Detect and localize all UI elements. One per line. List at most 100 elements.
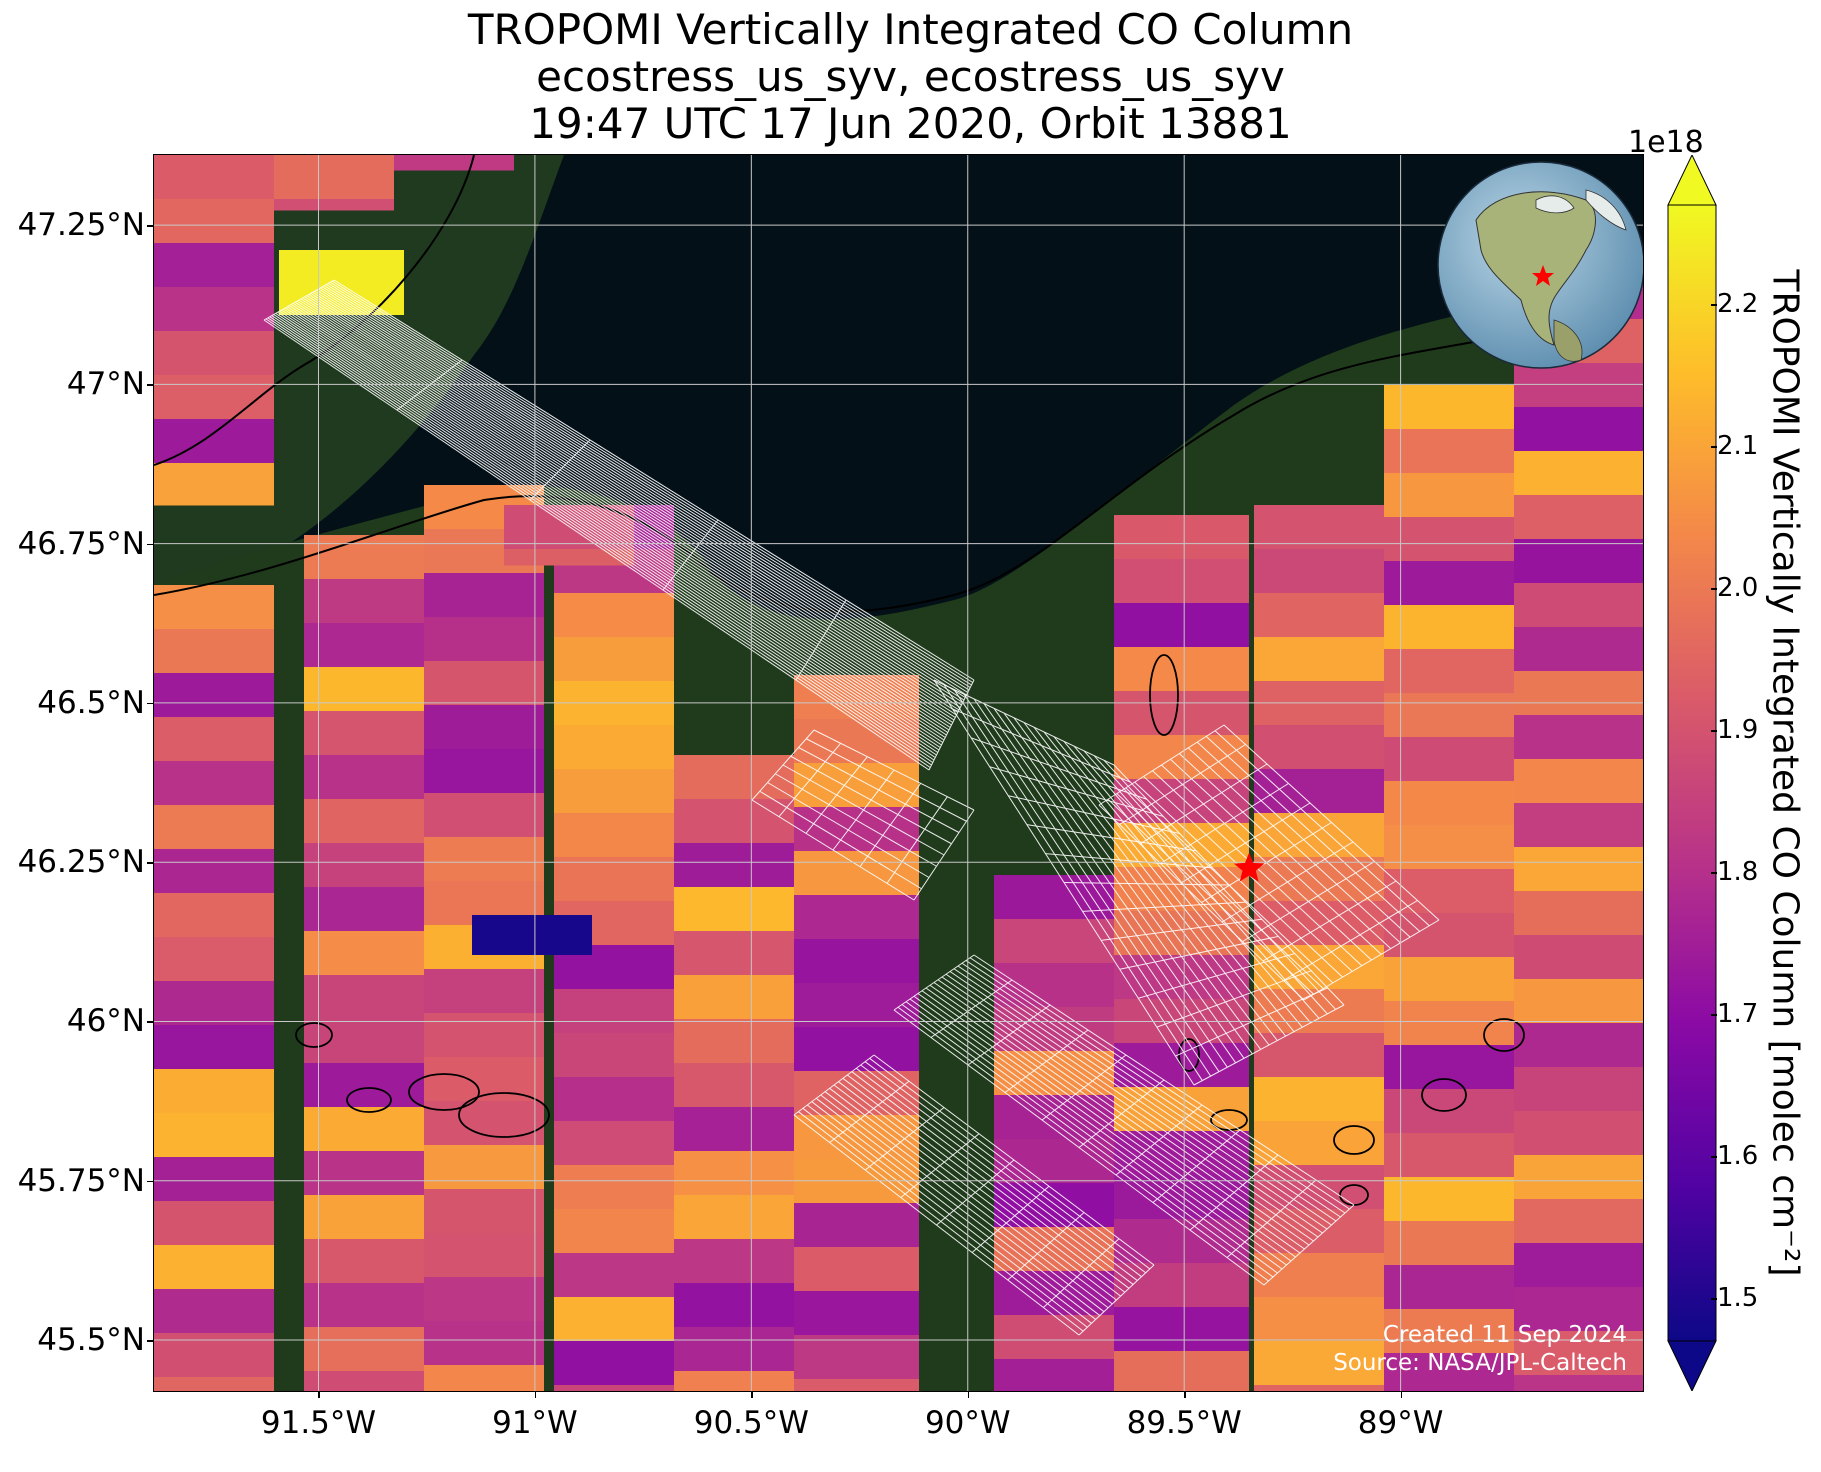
- co-pixel: [1514, 363, 1643, 408]
- colorbar-upper-extend: [1667, 155, 1717, 206]
- x-tick-mark: [1400, 1391, 1403, 1398]
- co-pixel: [1254, 1033, 1389, 1078]
- lake-outline: [1421, 1078, 1467, 1112]
- co-pixel: [554, 1033, 674, 1078]
- y-tick-label: 47.25°N: [17, 207, 145, 244]
- co-pixel: [1384, 825, 1514, 870]
- graticule: [154, 155, 1643, 1391]
- co-pixel: [794, 1027, 919, 1072]
- co-pixel: [994, 919, 1124, 964]
- colorbar-tick-mark: [1711, 1014, 1717, 1016]
- co-pixel: [304, 1371, 424, 1391]
- co-pixel: [1114, 603, 1249, 648]
- co-pixel: [304, 579, 424, 624]
- co-pixel: [1514, 539, 1643, 584]
- co-pixel: [424, 1189, 544, 1234]
- co-pixel: [674, 1107, 794, 1152]
- x-tick-label: 91°W: [492, 1405, 578, 1441]
- co-pixel: [674, 887, 794, 932]
- co-pixel: [554, 813, 674, 858]
- co-pixel: [154, 937, 274, 982]
- y-tick-label: 47°N: [66, 366, 145, 403]
- co-pixel: [304, 755, 424, 800]
- footprint-block-east: [933, 679, 1345, 1086]
- co-pixel: [994, 1183, 1124, 1228]
- co-pixel: [504, 549, 634, 566]
- globe-site-star-icon: [1532, 265, 1554, 286]
- coast-south: [154, 274, 1643, 613]
- co-pixel: [1514, 407, 1643, 452]
- co-pixel: [1384, 429, 1514, 474]
- co-pixel: [554, 1297, 674, 1342]
- co-pixel: [674, 1327, 794, 1372]
- co-pixel: [1384, 1133, 1514, 1178]
- co-pixel: [554, 1165, 674, 1210]
- co-pixel: [424, 617, 544, 662]
- co-pixel: [554, 1385, 674, 1391]
- co-pixel: [1254, 769, 1389, 814]
- co-pixel: [794, 939, 919, 984]
- source-text: Source: NASA/JPL-Caltech: [1333, 1350, 1627, 1376]
- co-pixel: [154, 1201, 274, 1246]
- lake-outline: [1333, 1125, 1375, 1155]
- co-pixel: [1114, 1219, 1249, 1264]
- co-pixel: [1254, 1165, 1389, 1210]
- colorbar-tick-mark: [1711, 1156, 1717, 1158]
- co-pixel: [1384, 1001, 1514, 1046]
- lake-outline: [1483, 1018, 1525, 1052]
- co-pixel: [424, 1057, 544, 1102]
- colorbar-lower-extend: [1667, 1340, 1717, 1391]
- co-pixel: [1114, 691, 1249, 736]
- colorbar-tick-mark: [1711, 304, 1717, 306]
- co-pixel: [424, 1321, 544, 1366]
- x-tick-mark: [1184, 1391, 1186, 1398]
- co-pixel: [554, 1341, 674, 1386]
- co-pixel: [1384, 1045, 1514, 1090]
- co-pixel: [1254, 1297, 1389, 1342]
- co-pixel: [554, 857, 674, 902]
- co-pixel: [154, 893, 274, 938]
- colorbar-tick-mark: [1711, 872, 1717, 874]
- co-pixel: [424, 1101, 544, 1146]
- co-pixel: [1114, 867, 1249, 912]
- co-pixel: [994, 875, 1124, 920]
- y-tick-label: 46.25°N: [17, 844, 145, 881]
- co-pixel: [1514, 1375, 1643, 1391]
- colorbar-tick-label: 1.9: [1717, 715, 1759, 746]
- co-pixel: [154, 463, 274, 506]
- co-pixel: [674, 1019, 794, 1064]
- co-pixel: [1114, 515, 1249, 560]
- co-pixel: [794, 1335, 919, 1380]
- co-pixel: [154, 1245, 274, 1290]
- co-pixel: [1384, 561, 1514, 606]
- co-pixel: [154, 375, 274, 420]
- colorbar-gradient: [1667, 204, 1717, 1342]
- y-tick-mark: [147, 1180, 154, 1183]
- co-pixel: [1254, 901, 1389, 946]
- co-pixel: [154, 331, 274, 376]
- x-tick-label: 90°W: [924, 1405, 1011, 1441]
- co-pixel: [674, 975, 794, 1020]
- co-pixel: [994, 1007, 1124, 1052]
- lake-outline: [295, 1022, 333, 1048]
- co-pixel: [1514, 1023, 1643, 1068]
- title-line-1: TROPOMI Vertically Integrated CO Column: [467, 5, 1354, 54]
- co-pixel: [394, 155, 514, 171]
- co-pixel: [554, 1209, 674, 1254]
- co-pixel: [554, 989, 674, 1034]
- co-pixel: [674, 1283, 794, 1328]
- co-pixel: [1114, 1351, 1249, 1391]
- x-tick-mark: [534, 1391, 537, 1398]
- co-pixel: [1514, 1331, 1643, 1376]
- co-pixel: [1254, 637, 1389, 682]
- co-pixel-high: [279, 250, 404, 315]
- co-pixel: [1514, 1067, 1643, 1112]
- y-tick-mark: [147, 862, 154, 864]
- y-tick-mark: [147, 1340, 154, 1342]
- co-pixel: [794, 851, 919, 896]
- co-pixel: [1514, 759, 1643, 804]
- co-pixel: [304, 843, 424, 888]
- co-pixel: [424, 1277, 544, 1322]
- co-pixel: [794, 1379, 919, 1391]
- co-pixel: [994, 1139, 1124, 1184]
